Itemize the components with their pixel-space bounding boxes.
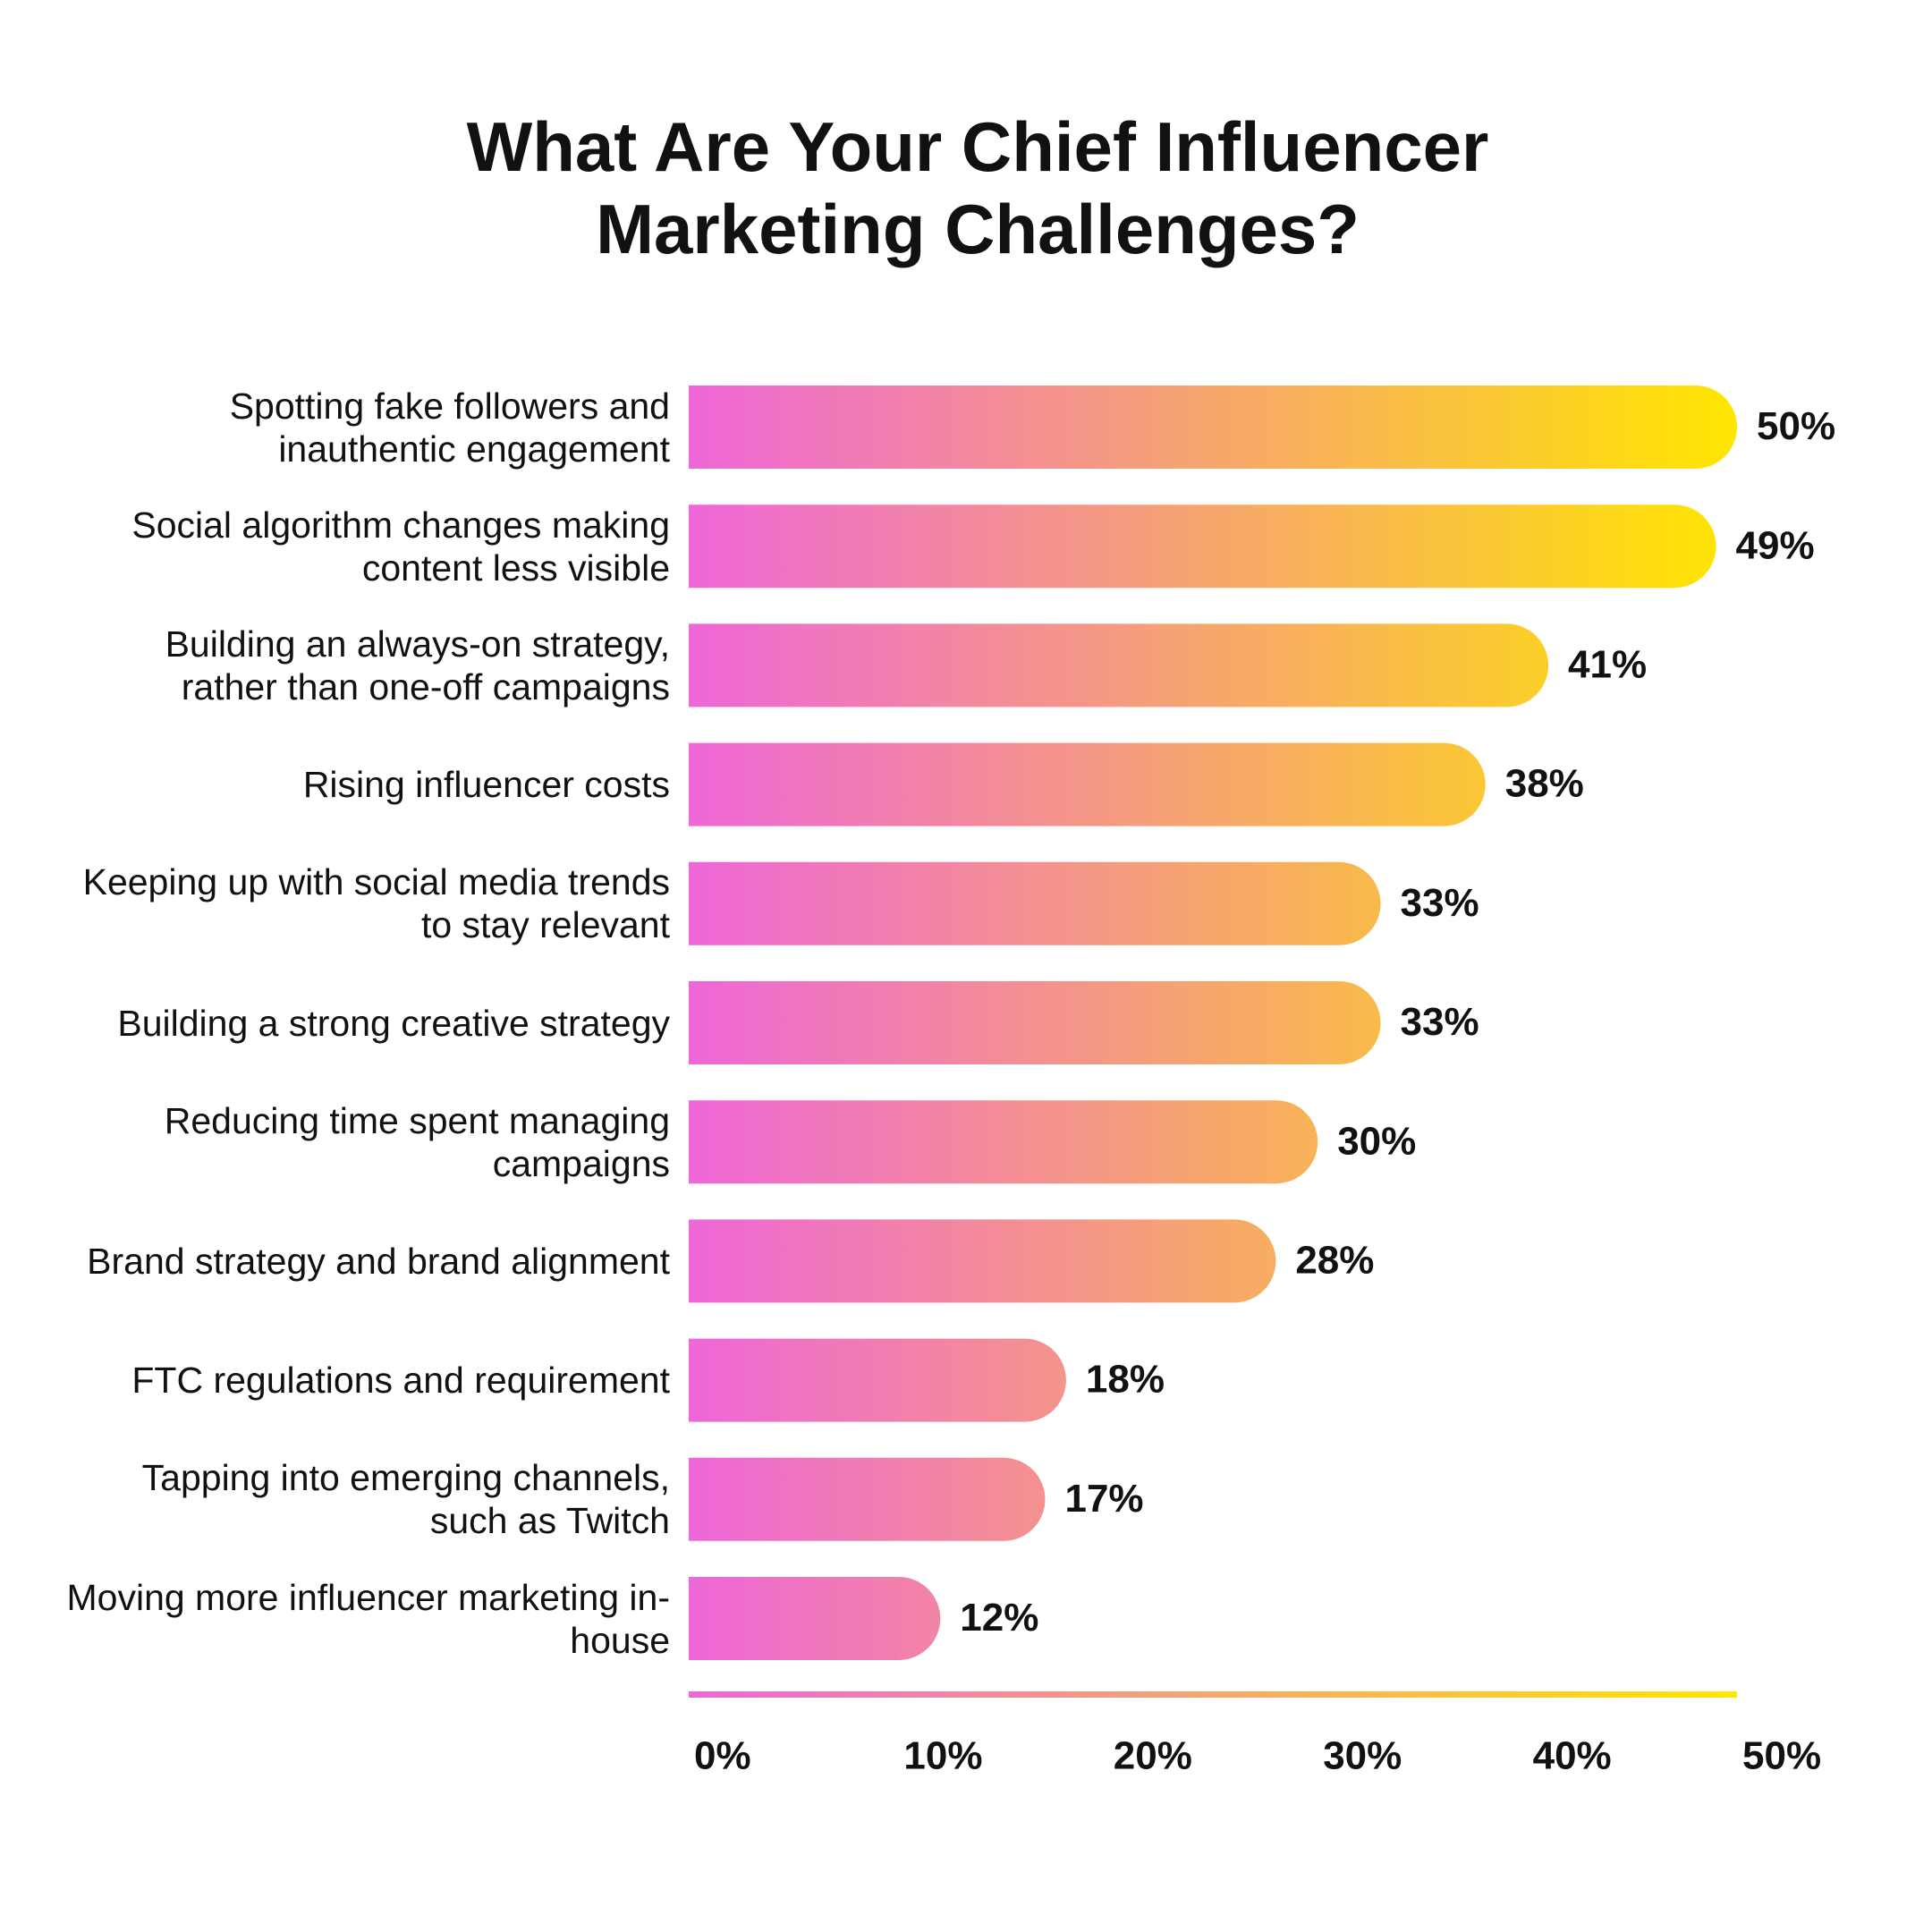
category-label: Social algorithm changes making content … [131,504,670,589]
value-label: 30% [1337,1119,1416,1163]
bar [689,742,1486,826]
bar [689,386,1737,469]
category-label: Rising influencer costs [302,764,670,806]
value-label: 41% [1568,643,1647,687]
category-label: Building a strong creative strategy [117,1002,670,1044]
value-label: 17% [1064,1477,1143,1521]
value-label: 33% [1401,881,1479,925]
bar [689,1577,941,1660]
category-label: Reducing time spent managing campaigns [164,1099,670,1184]
value-label: 38% [1505,762,1584,806]
value-label: 50% [1757,404,1835,448]
category-label: Spotting fake followers and inauthentic … [229,385,670,470]
bar [689,1219,1276,1303]
chart-title: What Are Your Chief Influencer Marketing … [467,107,1489,268]
bar [689,1338,1066,1422]
value-label: 33% [1401,1000,1479,1044]
bar [689,1457,1046,1541]
value-label: 49% [1736,523,1815,567]
bar [689,504,1716,589]
bar [689,861,1381,945]
category-label: Tapping into emerging channels, such as … [141,1457,670,1542]
bar [689,981,1381,1064]
category-label: Keeping up with social media trends to s… [82,861,670,946]
axis-line [689,1691,1737,1698]
bar [689,623,1549,708]
value-label: 12% [960,1596,1038,1640]
x-tick-label: 50% [1742,1734,1821,1778]
x-tick-label: 40% [1533,1734,1612,1778]
bar [689,1100,1318,1184]
x-tick-label: 30% [1323,1734,1402,1778]
category-label: Brand strategy and brand alignment [87,1240,670,1282]
x-tick-label: 10% [903,1734,982,1778]
category-label: Moving more influencer marketing in-hous… [66,1576,671,1661]
category-label: FTC regulations and requirement [131,1360,670,1402]
x-tick-label: 20% [1114,1734,1192,1778]
value-label: 18% [1086,1358,1165,1402]
x-tick-label: 0% [694,1734,751,1778]
category-label: Building an always-on strategy, rather t… [165,623,670,708]
value-label: 28% [1295,1239,1374,1283]
